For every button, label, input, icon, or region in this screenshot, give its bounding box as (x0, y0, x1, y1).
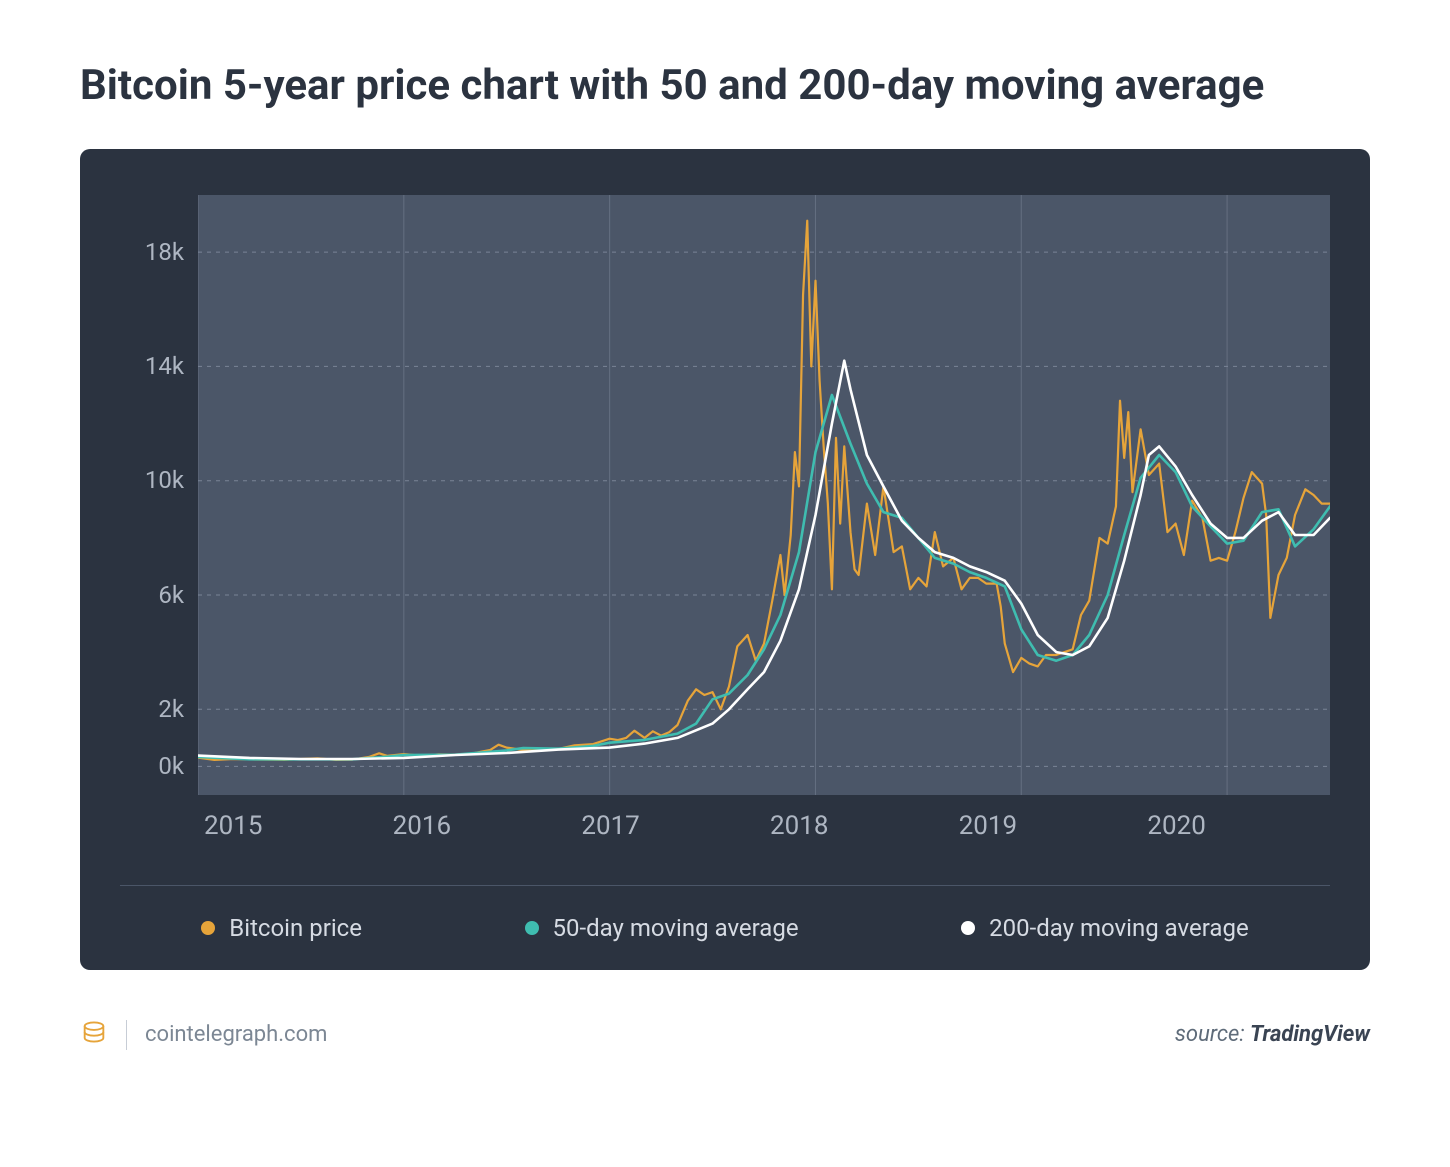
x-tick-label: 2016 (387, 811, 576, 841)
source-label: source: TradingView (1175, 1022, 1370, 1047)
source-name: TradingView (1250, 1022, 1370, 1047)
legend-item: Bitcoin price (201, 914, 362, 942)
logo-icon (80, 1018, 108, 1052)
y-tick-label: 10k (145, 466, 184, 494)
legend-label: Bitcoin price (229, 914, 362, 942)
y-tick-label: 14k (145, 352, 184, 380)
y-axis: 0k 2k 6k 10k 14k 18k (120, 195, 198, 795)
site-label: cointelegraph.com (145, 1022, 327, 1047)
legend-item: 200-day moving average (961, 914, 1249, 942)
legend-label: 50-day moving average (553, 914, 799, 942)
footer: cointelegraph.com source: TradingView (80, 1018, 1370, 1052)
legend-dot-icon (961, 921, 975, 935)
plot-surface (198, 195, 1330, 795)
legend-dot-icon (201, 921, 215, 935)
footer-divider (126, 1020, 127, 1050)
x-tick-label: 2017 (575, 811, 764, 841)
y-tick-label: 0k (158, 752, 184, 780)
x-tick-label: 2015 (198, 811, 387, 841)
y-tick-label: 2k (158, 695, 184, 723)
legend-label: 200-day moving average (989, 914, 1249, 942)
x-axis: 201520162017201820192020 (120, 811, 1330, 841)
legend-dot-icon (525, 921, 539, 935)
y-tick-label: 18k (145, 238, 184, 266)
x-tick-label: 2020 (1141, 811, 1330, 841)
chart-card: 0k 2k 6k 10k 14k 18k 201520162017201820192020… (80, 149, 1370, 970)
chart-svg (198, 195, 1330, 795)
legend: Bitcoin price 50-day moving average 200-da… (120, 885, 1330, 942)
chart-title: Bitcoin 5-year price chart with 50 and 2… (80, 60, 1370, 113)
source-prefix: source: (1175, 1022, 1250, 1047)
plot-area: 0k 2k 6k 10k 14k 18k (120, 195, 1330, 795)
x-tick-label: 2018 (764, 811, 953, 841)
legend-item: 50-day moving average (525, 914, 799, 942)
x-tick-label: 2019 (953, 811, 1142, 841)
y-tick-label: 6k (158, 581, 184, 609)
